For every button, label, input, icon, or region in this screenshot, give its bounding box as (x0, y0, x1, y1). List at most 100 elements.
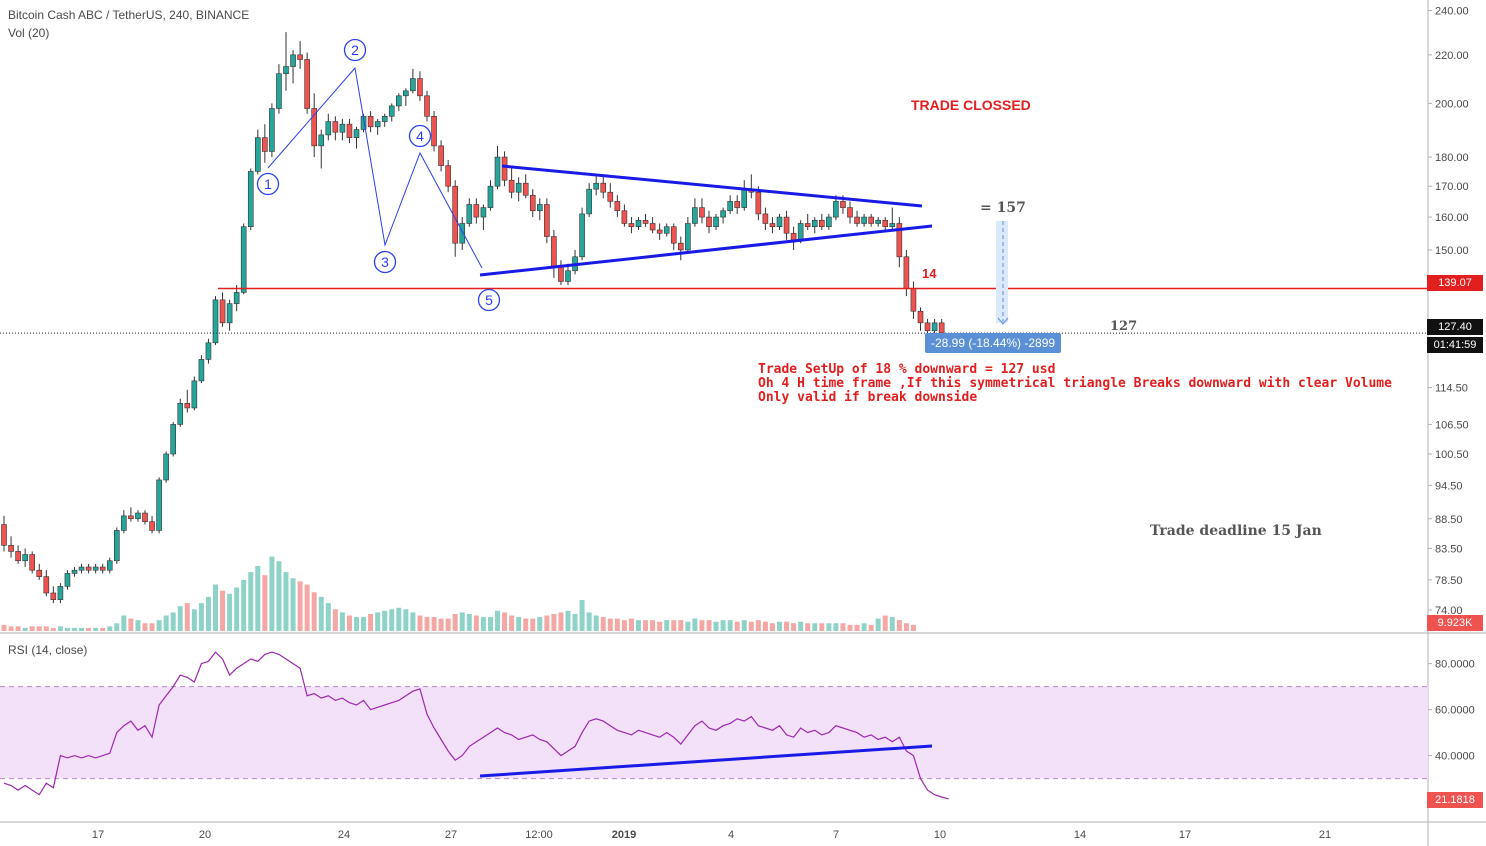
candle-body (727, 201, 733, 212)
candle-body (71, 569, 78, 574)
candle-body (854, 216, 860, 224)
candle-body (374, 121, 381, 128)
volume-bar (220, 590, 226, 631)
volume-bar (100, 627, 106, 631)
volume-bar (509, 615, 515, 631)
candle-body (92, 566, 99, 571)
volume-bar (678, 620, 684, 631)
volume-bar (128, 618, 134, 631)
volume-indicator-label[interactable]: Vol (20) (8, 26, 50, 40)
candle-body (466, 204, 473, 224)
candle-body (431, 115, 437, 147)
volume-bar (417, 615, 423, 631)
volume-bar (361, 617, 367, 631)
volume-bar (135, 620, 141, 631)
price-tick-label-2: 200.00 (1435, 98, 1469, 110)
wave-label-circle-4 (408, 124, 432, 148)
volume-bar (706, 620, 712, 631)
candle-body (318, 134, 325, 147)
candle-body (262, 137, 268, 152)
candle-body (121, 515, 127, 531)
candle-body (924, 322, 931, 332)
setup-line-3: Only valid if break downside (758, 390, 978, 405)
level-127-annotation: 127 (1110, 319, 1138, 334)
volume-bar (283, 572, 289, 631)
volume-bar (79, 627, 85, 631)
candle-body (840, 201, 846, 208)
price-tick-label-12: 88.50 (1435, 514, 1463, 526)
candle-body (114, 530, 120, 562)
volume-bar (438, 618, 444, 631)
volume-bar (410, 612, 416, 631)
candle-body (847, 207, 853, 218)
candle-body (205, 342, 212, 360)
volume-bar (227, 593, 233, 631)
wave-label-circle-2 (343, 38, 367, 62)
price-tick-label-1: 220.00 (1435, 50, 1469, 62)
candle-body (706, 216, 712, 228)
volume-bar (276, 561, 282, 631)
candle-body (381, 115, 388, 122)
candle-body (269, 108, 275, 152)
volume-bar (121, 615, 127, 631)
time-tick-label-2: 24 (338, 829, 350, 841)
time-tick-label-8: 10 (934, 829, 946, 841)
volume-bar (502, 612, 508, 631)
volume-bar (234, 587, 240, 631)
volume-bar (600, 617, 606, 631)
candle-body (600, 182, 607, 193)
candle-body (565, 270, 571, 282)
candle-body (184, 403, 191, 409)
time-tick-label-5: 2019 (612, 829, 636, 841)
volume-bar (537, 617, 543, 631)
candle-body (487, 185, 494, 208)
rsi-indicator-label[interactable]: RSI (14, close) (8, 643, 88, 657)
candle-body (36, 569, 43, 577)
volume-bar (826, 623, 832, 631)
volume-bar (149, 623, 155, 631)
volume-bar (1, 624, 7, 631)
candle-body (536, 204, 543, 212)
candle-body (410, 78, 416, 92)
candle-body (283, 66, 289, 75)
candle-body (78, 566, 85, 571)
candle-body (755, 191, 762, 215)
volume-bar (93, 627, 99, 631)
volume-bar (339, 612, 345, 631)
candle-body (811, 219, 818, 228)
volume-bar (57, 626, 63, 631)
volume-bar (558, 612, 564, 631)
candle-body (508, 179, 515, 193)
volume-bar (318, 596, 324, 631)
candle-body (494, 156, 501, 187)
time-tick-label-7: 7 (833, 829, 839, 841)
candle-body (586, 188, 592, 215)
volume-bars (1, 556, 916, 631)
candle-body (741, 188, 748, 208)
candle-body (614, 201, 621, 212)
candle-body (403, 90, 409, 97)
volume-bar (452, 613, 458, 631)
trade-closed-annotation: TRADE CLOSSED (911, 97, 1031, 113)
volume-bar (664, 620, 670, 631)
volume-bar (523, 618, 529, 631)
target-157-annotation: = 157 (980, 200, 1026, 216)
volume-bar (798, 621, 804, 631)
price-tick-label-3: 180.00 (1435, 152, 1469, 164)
candle-body (339, 123, 346, 133)
volume-bar (516, 617, 522, 631)
candle-body (797, 223, 804, 241)
volume-bar (177, 606, 183, 631)
volume-bar (868, 624, 874, 631)
volume-bar (713, 621, 719, 631)
volume-bar (784, 621, 790, 631)
volume-bar (311, 592, 317, 631)
volume-bar (304, 584, 310, 631)
time-tick-label-10: 17 (1179, 829, 1191, 841)
candle-body (198, 359, 205, 382)
candle-body (459, 223, 466, 244)
candle-body (551, 236, 557, 268)
volume-bar (650, 620, 656, 631)
volume-bar (614, 618, 620, 631)
